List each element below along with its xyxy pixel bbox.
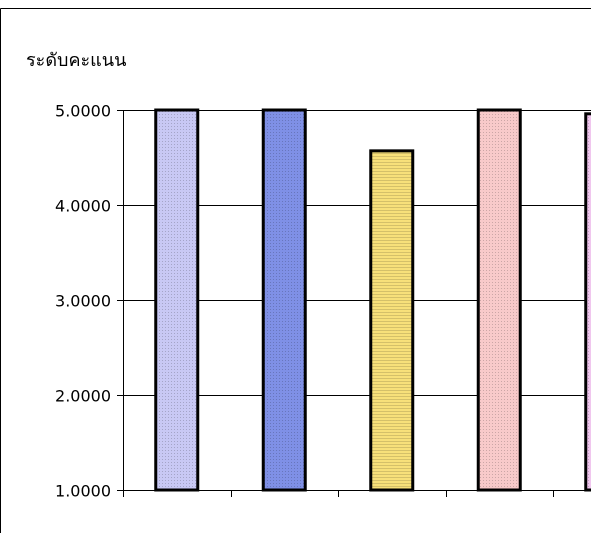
y-axis-title: ระดับคะแนน [26,50,126,71]
bar-outline [476,108,522,492]
bar-outline [154,108,200,492]
y-tick-label: 4.0000 [55,197,111,216]
y-tick-label: 5.0000 [55,102,111,121]
bar-outline [261,108,307,492]
y-tick-labels: 1.0000 2.0000 3.0000 4.0000 5.0000 [55,102,111,501]
y-tick-label: 1.0000 [55,482,111,501]
bars [154,108,591,492]
axes [117,110,591,497]
bar-outline [584,112,591,492]
bar-outline [369,149,415,492]
y-tick-label: 2.0000 [55,387,111,406]
y-tick-label: 3.0000 [55,292,111,311]
